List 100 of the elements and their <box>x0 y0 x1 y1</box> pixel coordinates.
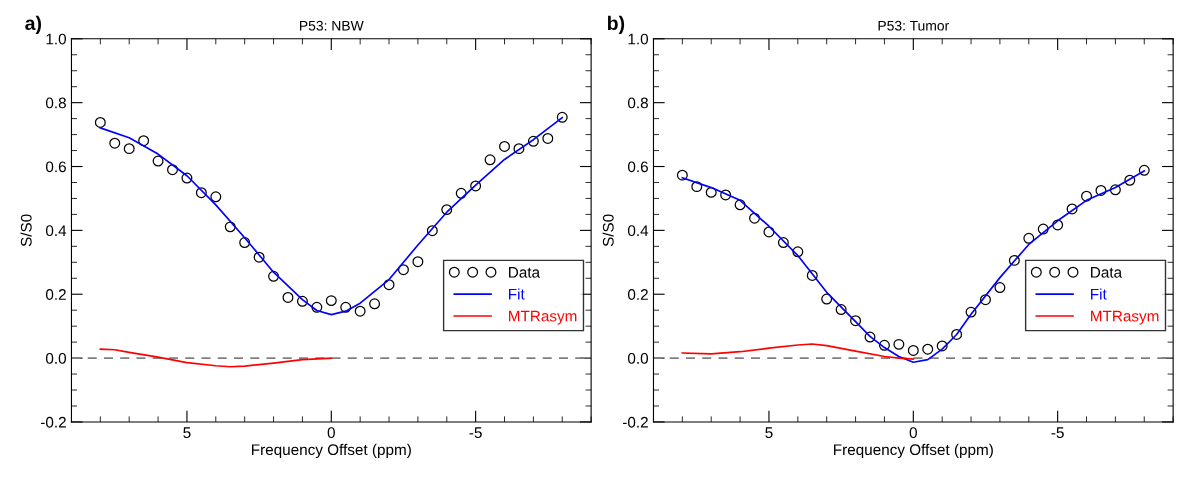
point <box>268 270 280 282</box>
y-tick-label: 0.2 <box>45 289 66 300</box>
point <box>763 226 775 238</box>
point <box>965 306 977 318</box>
y-tick-label: 0.0 <box>45 352 66 364</box>
y-axis-title: S/S0 <box>20 214 32 247</box>
point <box>1095 184 1107 196</box>
point <box>1124 174 1136 186</box>
line-series <box>99 348 333 368</box>
point <box>397 264 409 276</box>
point <box>922 343 934 355</box>
point <box>691 181 703 193</box>
point <box>138 135 150 147</box>
chart-title: P53: Tumor <box>878 20 949 31</box>
point <box>777 237 789 248</box>
legend-label: MTRasym <box>509 310 577 325</box>
legend-label: Data <box>509 267 541 278</box>
legend-label: Fit <box>509 288 525 300</box>
point <box>340 301 352 313</box>
point <box>455 187 467 199</box>
x-tick-label: 0 <box>327 427 335 439</box>
legend-label: Data <box>1091 267 1123 278</box>
point <box>123 143 135 155</box>
text: a) <box>25 15 42 34</box>
y-tick-label: 0.8 <box>45 97 66 109</box>
point <box>1066 203 1078 215</box>
point <box>210 191 222 203</box>
x-tick-label: 0 <box>909 427 917 439</box>
y-tick-label: -0.2 <box>40 416 66 428</box>
point <box>821 293 833 305</box>
point <box>369 298 381 310</box>
x-tick-label: -5 <box>469 427 482 439</box>
point <box>1052 219 1064 231</box>
point <box>720 189 732 201</box>
x-axis-title: Frequency Offset (ppm) <box>252 443 411 459</box>
point <box>1037 223 1049 235</box>
point <box>951 328 963 340</box>
point <box>835 304 847 316</box>
point <box>167 164 178 176</box>
y-tick-label: 0.2 <box>627 289 648 300</box>
point <box>1008 254 1020 266</box>
line-series <box>681 343 915 360</box>
point <box>513 143 525 155</box>
point <box>325 295 337 307</box>
point <box>806 269 818 281</box>
y-axis-title: S/S0 <box>602 214 614 247</box>
point <box>484 154 496 166</box>
x-tick-label: -5 <box>1051 427 1064 439</box>
point <box>470 180 482 192</box>
y-tick-label: 1.0 <box>46 33 66 45</box>
point <box>426 225 438 237</box>
point <box>749 212 761 224</box>
x-axis-title: Frequency Offset (ppm) <box>834 443 993 459</box>
y-tick-label: 1.0 <box>628 33 649 45</box>
point <box>878 339 890 351</box>
point <box>311 301 323 313</box>
y-tick-label: 0.4 <box>627 225 649 237</box>
point <box>1138 164 1150 176</box>
point <box>109 137 121 149</box>
point <box>282 291 294 303</box>
point <box>224 221 236 233</box>
x-tick-label: 5 <box>183 427 191 439</box>
point <box>152 155 164 167</box>
point <box>296 295 308 307</box>
y-tick-label: 0.8 <box>627 97 648 109</box>
point <box>1081 190 1093 202</box>
y-tick-label: 0.4 <box>45 225 67 237</box>
y-tick-label: -0.2 <box>622 416 648 428</box>
point <box>676 169 688 181</box>
x-tick-label: 5 <box>765 427 773 439</box>
point <box>994 282 1006 294</box>
point <box>181 172 193 184</box>
point <box>907 344 919 356</box>
point <box>792 246 804 258</box>
point <box>527 135 539 147</box>
y-tick-label: 0.0 <box>627 352 649 364</box>
point <box>441 204 453 216</box>
legend-label: MTRasym <box>1091 310 1159 325</box>
point <box>195 187 207 199</box>
point <box>893 338 905 350</box>
point <box>979 294 991 306</box>
point <box>383 279 395 291</box>
point <box>1109 184 1121 196</box>
y-tick-label: 0.6 <box>627 161 648 173</box>
point <box>864 331 876 343</box>
point <box>1023 232 1035 244</box>
point <box>936 340 948 352</box>
text: b) <box>607 15 625 34</box>
point <box>354 305 366 317</box>
point <box>94 116 106 128</box>
point <box>542 132 554 144</box>
point <box>412 256 424 268</box>
point <box>850 315 862 327</box>
point <box>239 237 251 248</box>
point <box>705 186 717 198</box>
legend-label: Fit <box>1091 288 1107 300</box>
point <box>253 251 265 263</box>
point <box>556 111 568 123</box>
chart-title: P53: NBW <box>300 20 364 31</box>
y-tick-label: 0.6 <box>45 161 66 173</box>
